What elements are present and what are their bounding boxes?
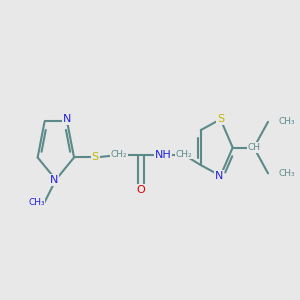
Text: CH₃: CH₃ (28, 197, 45, 206)
Text: CH: CH (248, 143, 260, 152)
Text: N: N (215, 171, 223, 181)
Text: S: S (217, 114, 224, 124)
Text: CH₂: CH₂ (176, 149, 192, 158)
Text: CH₃: CH₃ (278, 117, 295, 126)
Text: N: N (63, 114, 71, 124)
Text: O: O (136, 185, 145, 195)
Text: CH₂: CH₂ (110, 149, 127, 158)
Text: NH: NH (154, 150, 171, 160)
Text: S: S (92, 152, 99, 163)
Text: N: N (50, 175, 58, 185)
Text: CH₃: CH₃ (278, 169, 295, 178)
